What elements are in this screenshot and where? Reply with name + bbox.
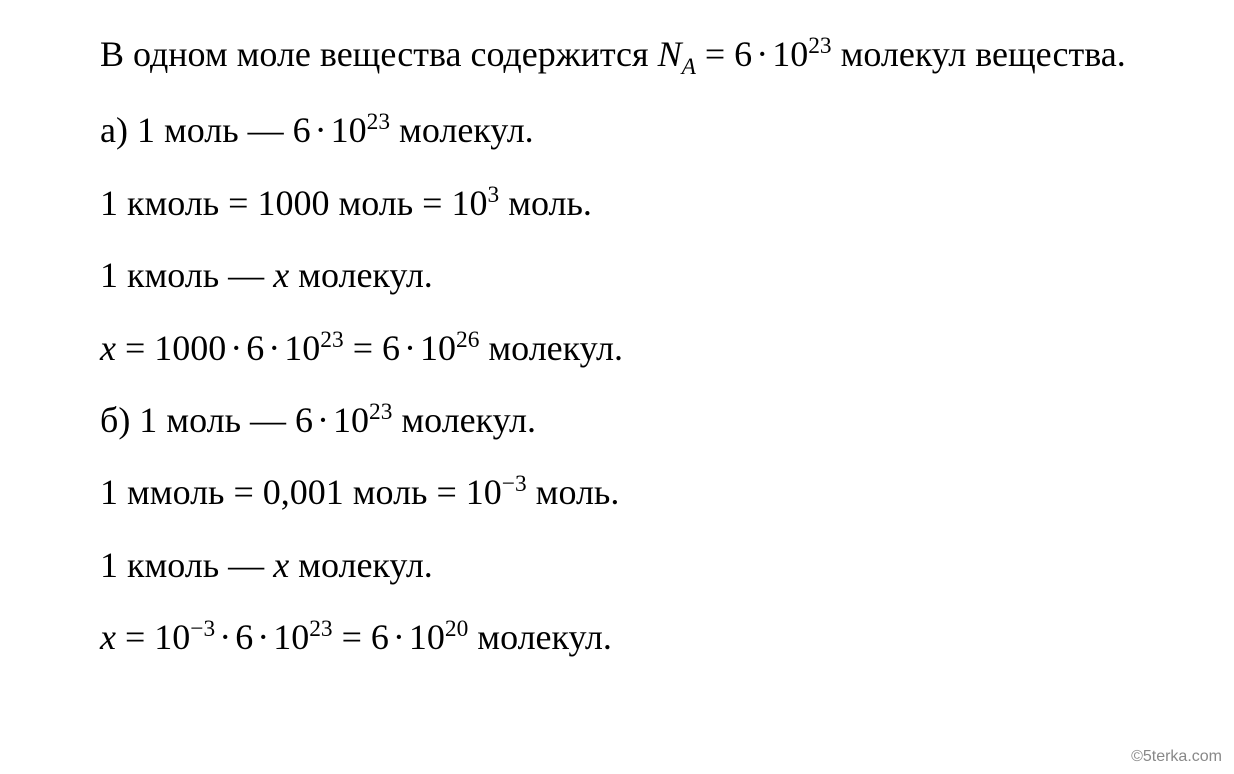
line-b4-x: x — [100, 617, 116, 657]
line-b4-text2: 6 — [235, 617, 253, 657]
line-b4-dot1: · — [215, 617, 235, 657]
intro-eq: = 6 — [696, 34, 752, 74]
line-b4-exp1: −3 — [190, 616, 215, 642]
line-b4-text4: = 6 — [333, 617, 389, 657]
line-b2-text1: 1 ммоль = 0,001 моль = 10 — [100, 472, 502, 512]
line-a4-x: x — [100, 328, 116, 368]
line-a2-exp: 3 — [487, 182, 499, 208]
line-b2-text2: моль. — [527, 472, 620, 512]
line-b1-dot: · — [313, 400, 333, 440]
line-a1-prefix: а) 1 моль — 6 — [100, 110, 311, 150]
line-a4-dot2: · — [264, 328, 284, 368]
line-b4: x = 10−3·6·1023 = 6·1020 молекул. — [40, 603, 1194, 671]
intro-dot: · — [752, 34, 772, 74]
line-b4-dot2: · — [253, 617, 273, 657]
line-a4-text4: = 6 — [344, 328, 400, 368]
line-b3-text2: молекул. — [289, 545, 433, 585]
line-a1-exp: 23 — [367, 109, 390, 135]
line-a4-dot1: · — [226, 328, 246, 368]
line-a4-dot3: · — [400, 328, 420, 368]
intro-ten: 10 — [772, 34, 808, 74]
line-b4-text3: 10 — [273, 617, 309, 657]
line-b4-exp3: 20 — [445, 616, 468, 642]
line-a2: 1 кмоль = 1000 моль = 103 моль. — [40, 169, 1194, 237]
line-a3: 1 кмоль — x молекул. — [40, 241, 1194, 309]
line-a3-x: x — [273, 255, 289, 295]
line-a3-text2: молекул. — [289, 255, 433, 295]
line-a4: x = 1000·6·1023 = 6·1026 молекул. — [40, 314, 1194, 382]
line-a4-exp1: 23 — [320, 327, 343, 353]
line-a4-text5: 10 — [420, 328, 456, 368]
line-b1-prefix: б) 1 моль — 6 — [100, 400, 313, 440]
line-b3-text1: 1 кмоль — — [100, 545, 273, 585]
line-b2-exp: −3 — [502, 471, 527, 497]
line-b1-ten: 10 — [333, 400, 369, 440]
intro-exp: 23 — [808, 33, 831, 59]
line-a4-text6: молекул. — [479, 328, 623, 368]
intro-paragraph: В одном моле вещества содержится NA = 6·… — [40, 20, 1194, 88]
line-b3: 1 кмоль — x молекул. — [40, 531, 1194, 599]
line-b4-dot3: · — [389, 617, 409, 657]
line-a3-text1: 1 кмоль — — [100, 255, 273, 295]
line-b4-text1: = 10 — [116, 617, 190, 657]
intro-text-1: В одном моле вещества содержится — [100, 34, 658, 74]
line-b2: 1 ммоль = 0,001 моль = 10−3 моль. — [40, 458, 1194, 526]
line-a2-text2: моль. — [499, 183, 592, 223]
intro-text-2: молекул вещества. — [832, 34, 1126, 74]
line-b4-exp2: 23 — [309, 616, 332, 642]
document-content: В одном моле вещества содержится NA = 6·… — [40, 20, 1194, 672]
line-a1: а) 1 моль — 6·1023 молекул. — [40, 96, 1194, 164]
line-a4-exp2: 26 — [456, 327, 479, 353]
line-b4-text5: 10 — [409, 617, 445, 657]
watermark-text: ©5terka.com — [1131, 748, 1222, 766]
avogadro-symbol: N — [658, 34, 682, 74]
line-a2-text1: 1 кмоль = 1000 моль = 10 — [100, 183, 487, 223]
line-a1-ten: 10 — [331, 110, 367, 150]
line-b1: б) 1 моль — 6·1023 молекул. — [40, 386, 1194, 454]
line-b1-exp: 23 — [369, 399, 392, 425]
line-b4-text6: молекул. — [468, 617, 612, 657]
line-a1-dot: · — [311, 110, 331, 150]
line-a4-text2: 6 — [246, 328, 264, 368]
line-b3-x: x — [273, 545, 289, 585]
line-a4-text3: 10 — [284, 328, 320, 368]
avogadro-subscript: A — [682, 54, 696, 80]
line-a1-suffix: молекул. — [390, 110, 534, 150]
line-b1-suffix: молекул. — [392, 400, 536, 440]
line-a4-text1: = 1000 — [116, 328, 226, 368]
